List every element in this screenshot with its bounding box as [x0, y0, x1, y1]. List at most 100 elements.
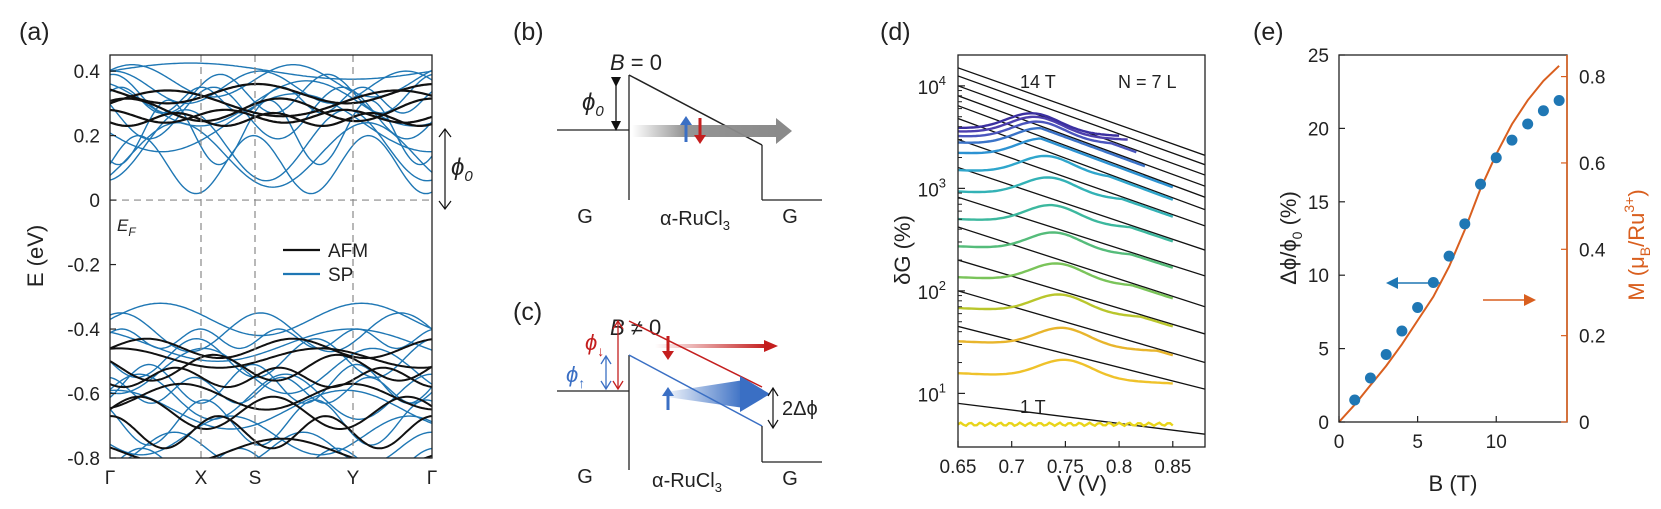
sp-band: [110, 328, 432, 350]
ytick-label: -0.8: [67, 449, 100, 470]
afm-band: [110, 82, 432, 105]
c-left-electrode: G: [577, 466, 593, 488]
panel-e: (e) 0 5 10 0 5 10 15 20 25 0 0.2 0.4 0.6 0.8 Δϕ/ϕ0 (%…: [1253, 18, 1653, 496]
deltaG-curve: [958, 326, 1174, 357]
panel-a-ylabel: E (eV): [23, 225, 48, 287]
ytick-label: -0.2: [67, 256, 100, 277]
fit-line: [958, 75, 1205, 166]
deltaG-curve: [958, 421, 1174, 428]
panel-d-ylabel: δG (%): [890, 215, 915, 285]
sp-band: [110, 302, 432, 337]
panel-a-frame: [109, 54, 433, 459]
fit-line: [958, 259, 1205, 335]
panel-c: (c) B ≠ 0 ϕ↓ ϕ↑ 2Δϕ G α-RuCl3 G: [513, 298, 822, 495]
ytick-label: 101: [918, 380, 946, 406]
fit-line: [958, 117, 1205, 211]
ytick-label: 103: [918, 175, 946, 201]
legend-afm-label: AFM: [328, 241, 368, 262]
b-material: α-RuCl3: [660, 208, 730, 233]
delta-phi-point: [1522, 118, 1534, 130]
deltaG-curve: [958, 176, 1174, 218]
c-blue-tunneling-arrow: [660, 380, 744, 408]
sp-band: [110, 86, 432, 114]
panel-e-ylabel-right: M (μB/Ru3+): [1621, 189, 1653, 300]
deltaG-curve: [958, 126, 1146, 168]
afm-band: [110, 111, 432, 127]
panel-d-frame: [957, 54, 1206, 448]
b-spin-down-head: [694, 135, 706, 144]
b-tunneling-arrow-head: [776, 118, 792, 144]
xtick-label: 0.85: [1154, 457, 1191, 478]
sp-band: [110, 134, 432, 195]
xtick-label: 0.8: [1106, 457, 1132, 478]
sp-band: [110, 328, 432, 362]
delta-phi-point: [1349, 394, 1361, 406]
d-top-annotation: 14 T: [1020, 72, 1056, 92]
ytick-label: 0: [1318, 413, 1329, 434]
ytick-label: 20: [1308, 119, 1329, 140]
ytick-label: 25: [1308, 46, 1329, 67]
ytick-right-label: 0.4: [1579, 240, 1606, 261]
c-phi-down-label: ϕ↓: [585, 330, 604, 359]
deltaG-curve: [958, 154, 1174, 201]
sp-band: [110, 70, 432, 105]
ef-label: EF: [117, 216, 136, 239]
panel-b: (b) B = 0 ϕ0 G α-RuCl3 G: [513, 18, 822, 233]
panel-d-curves: [958, 67, 1205, 435]
afm-band: [110, 395, 432, 431]
kpoint-label: Y: [347, 468, 360, 489]
sp-band: [110, 399, 432, 446]
fit-line: [958, 226, 1205, 308]
delta-phi-point: [1490, 152, 1502, 164]
ytick-right-label: 0.6: [1579, 154, 1605, 175]
deltaG-curve: [958, 262, 1174, 300]
sp-band: [110, 389, 432, 430]
panel-b-title: B = 0: [610, 50, 662, 75]
ytick-label: 10: [1308, 266, 1329, 287]
xtick-label: 0.65: [940, 457, 977, 478]
delta-phi-point: [1537, 105, 1549, 117]
xtick-label: 10: [1486, 432, 1507, 453]
ytick-right-label: 0.8: [1579, 68, 1605, 89]
fit-line: [958, 166, 1205, 251]
ytick-label: 102: [918, 278, 946, 304]
fit-line: [958, 290, 1205, 364]
delta-phi-point: [1506, 134, 1518, 146]
panel-a-legend: AFM SP: [283, 241, 368, 286]
b-tunneling-arrow-body: [632, 125, 780, 137]
sp-band: [110, 312, 432, 353]
panel-c-label: (c): [513, 298, 542, 326]
deltaG-curve: [958, 112, 1120, 137]
panel-e-ylabel-left: Δϕ/ϕ0 (%): [1276, 191, 1305, 285]
c-phi-up-label: ϕ↑: [566, 362, 585, 391]
ytick-label: -0.6: [67, 385, 100, 406]
delta-phi-point: [1459, 218, 1471, 230]
kpoint-label: Γ: [427, 468, 437, 489]
afm-band: [110, 366, 432, 389]
sp-band: [110, 373, 432, 421]
ytick-label: 0.2: [74, 127, 100, 148]
fit-line: [958, 138, 1205, 227]
phi0-bracket: ϕ0: [438, 128, 473, 210]
fit-line: [958, 402, 1205, 435]
fit-line: [958, 196, 1205, 277]
d-layers-label: N = 7 L: [1118, 72, 1177, 92]
xtick-label: 0.7: [998, 457, 1024, 478]
phi0-label: ϕ0: [451, 154, 473, 185]
delta-phi-point: [1364, 372, 1376, 384]
c-red-tunneling-arrow: [655, 344, 767, 348]
afm-band: [110, 337, 432, 360]
fit-line: [958, 95, 1205, 187]
deltaG-curve: [958, 203, 1174, 243]
xtick-label: 0: [1334, 432, 1345, 453]
deltaG-curve: [958, 120, 1137, 154]
sp-band: [110, 337, 432, 379]
xtick-label: 0.75: [1047, 457, 1084, 478]
panel-a-bands: [110, 62, 432, 458]
kpoint-label: Γ: [105, 468, 115, 489]
panel-a-label: (a): [19, 18, 50, 46]
c-barrier-down: [628, 320, 763, 388]
fit-line: [958, 325, 1205, 390]
